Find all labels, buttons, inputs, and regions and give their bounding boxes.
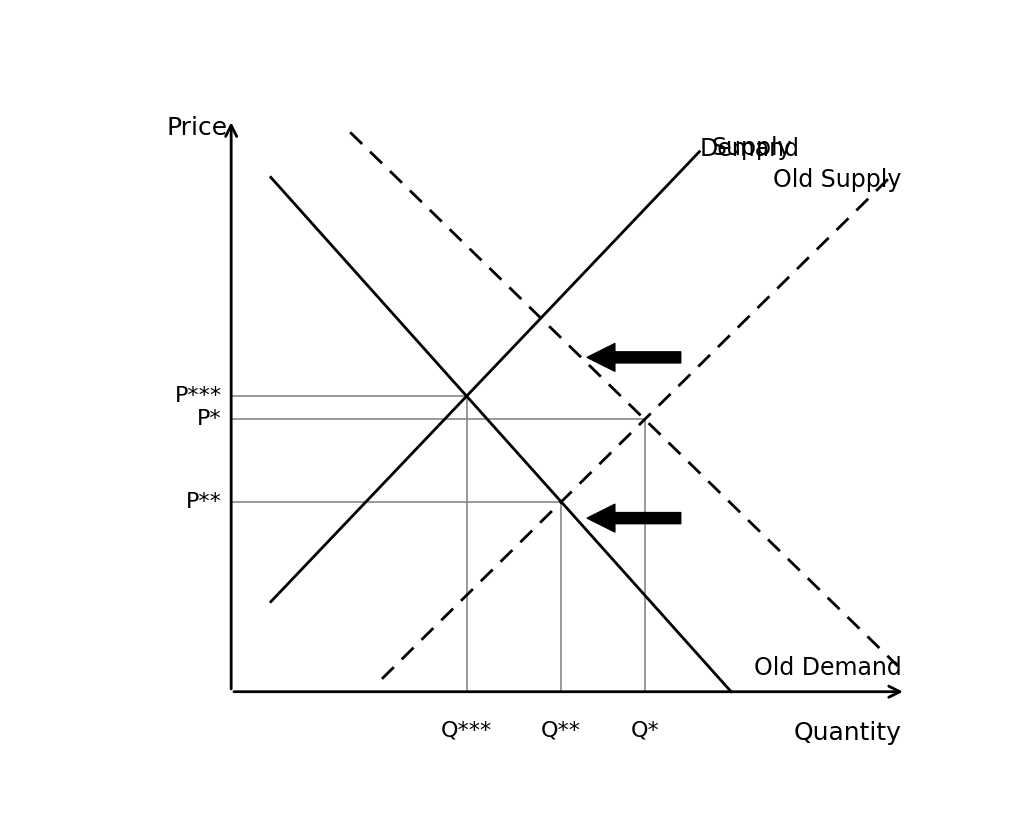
Text: P**: P** — [185, 492, 221, 512]
Text: Q**: Q** — [542, 721, 582, 741]
Text: P*: P* — [197, 409, 221, 429]
Text: Supply: Supply — [712, 135, 792, 159]
Text: Q*: Q* — [631, 721, 659, 741]
Text: Old Demand: Old Demand — [754, 656, 902, 681]
Text: Q***: Q*** — [441, 721, 493, 741]
Text: Demand: Demand — [699, 137, 800, 161]
Text: Quantity: Quantity — [794, 721, 902, 745]
Text: Price: Price — [166, 116, 227, 140]
Text: P***: P*** — [174, 386, 221, 406]
Text: Old Supply: Old Supply — [773, 168, 902, 192]
